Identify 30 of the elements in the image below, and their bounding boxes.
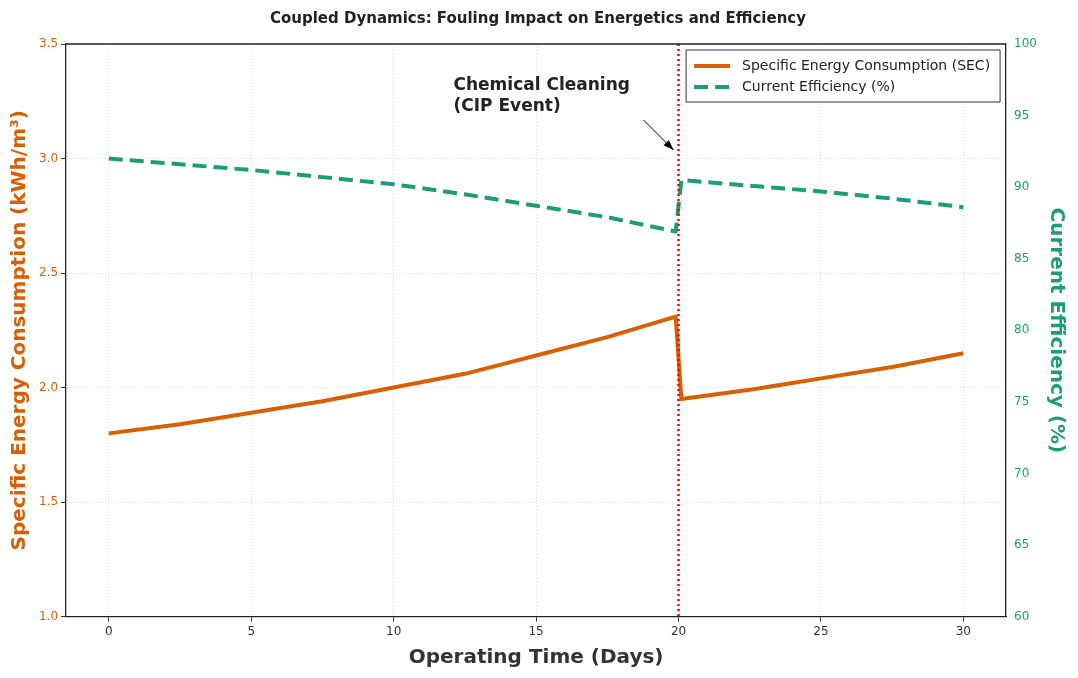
- x-tick-label: 30: [955, 623, 972, 638]
- y2-tick-label: 85: [1014, 250, 1030, 265]
- line-series: [106, 156, 966, 234]
- annotation: Chemical Cleaning (CIP Event): [453, 74, 630, 115]
- x-tick-label: 15: [528, 623, 544, 638]
- y2-tick-label: 70: [1014, 465, 1030, 480]
- x-tick-label: 0: [104, 623, 113, 638]
- y2-tick-label: 80: [1014, 322, 1030, 337]
- legend-label: Current Efficiency (%): [742, 77, 896, 94]
- y-tick-label: 3.0: [38, 150, 59, 165]
- y2-tick-label: 75: [1014, 394, 1030, 408]
- y2-axis-title: Current Efficiency (%): [1045, 207, 1070, 454]
- legend-label: Specific Energy Consumption (SEC): [742, 56, 991, 73]
- y-tick-label: 1.0: [38, 608, 59, 623]
- y-tick-label: 3.5: [38, 36, 59, 51]
- y2-tick-label: 65: [1014, 537, 1030, 552]
- x-tick-label: 25: [813, 623, 829, 638]
- chart-title: Coupled Dynamics: Fouling Impact on Energetics and Efficiency: [269, 8, 807, 27]
- y2-tick-label: 60: [1014, 608, 1030, 623]
- y-axis-title: Specific Energy Consumption (kWh/m³): [6, 110, 31, 551]
- y-tick-label: 2.5: [38, 265, 59, 280]
- x-axis-title: Operating Time (Days): [408, 644, 664, 669]
- y-tick-label: 2.0: [38, 379, 59, 394]
- x-tick-label: 10: [386, 623, 402, 638]
- y2-tick-label: 95: [1014, 107, 1030, 122]
- y-tick-label: 1.5: [38, 494, 59, 509]
- x-tick-label: 20: [670, 623, 687, 638]
- x-tick-label: 5: [247, 623, 256, 638]
- y2-tick-label: 90: [1014, 179, 1030, 194]
- y2-tick-label: 100: [1014, 36, 1037, 51]
